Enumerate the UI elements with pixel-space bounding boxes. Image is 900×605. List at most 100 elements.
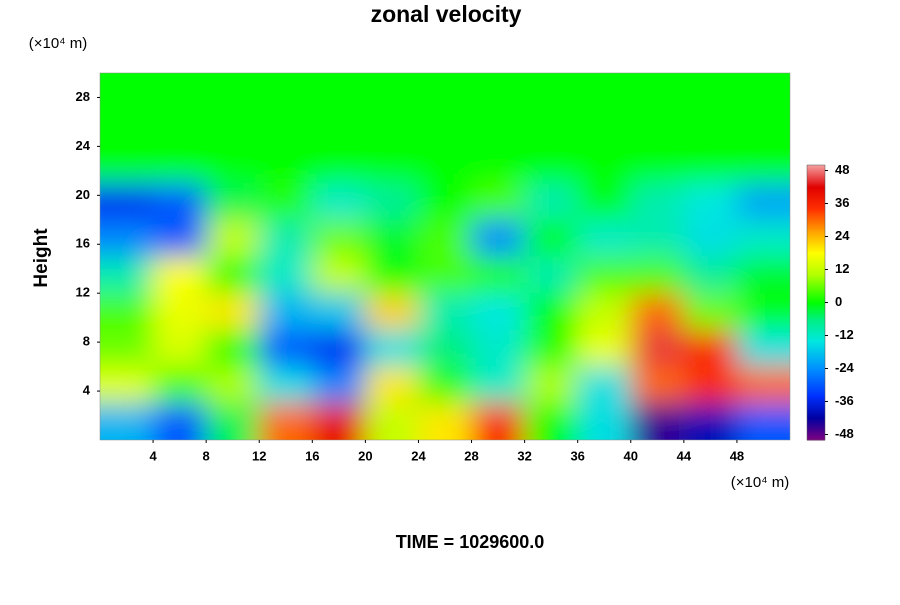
heatmap-cell xyxy=(418,366,472,404)
heatmap-cell xyxy=(312,109,366,147)
heatmap-cell xyxy=(259,183,313,220)
colorbar-segment xyxy=(807,302,825,320)
x-tick-label: 20 xyxy=(358,448,372,463)
heatmap-cell xyxy=(524,256,578,294)
colorbar-tick-label: 48 xyxy=(835,162,849,177)
heatmap-cell xyxy=(630,219,684,257)
time-annotation: TIME = 1029600.0 xyxy=(396,532,545,552)
colorbar-segment xyxy=(807,209,825,232)
heatmap-cell xyxy=(630,366,684,404)
heatmap-cell xyxy=(683,256,737,294)
colorbar-tick-label: 24 xyxy=(835,228,850,243)
heatmap-cell xyxy=(259,109,313,147)
heatmap-cell xyxy=(259,403,313,440)
heatmap-cell xyxy=(153,329,207,367)
heatmap-cell xyxy=(471,366,525,404)
heatmap-cell xyxy=(365,256,419,294)
heatmap-cell xyxy=(683,109,737,147)
heatmap-cell xyxy=(153,256,207,294)
colorbar-tick-label: 0 xyxy=(835,294,842,309)
heatmap-cell xyxy=(630,256,684,294)
x-tick-label: 40 xyxy=(624,448,638,463)
heatmap-cell xyxy=(365,366,419,404)
heatmap-cell xyxy=(153,146,207,184)
colorbar-segment xyxy=(807,368,825,397)
heatmap-cell xyxy=(418,109,472,147)
heatmap-cell xyxy=(206,366,260,404)
heatmap-cell xyxy=(630,329,684,367)
heatmap-cell xyxy=(630,293,684,330)
heatmap-cell xyxy=(153,366,207,404)
heatmap-cell xyxy=(100,73,154,110)
x-tick-label: 44 xyxy=(677,448,692,463)
heatmap-cell xyxy=(418,403,472,440)
x-tick-label: 36 xyxy=(570,448,584,463)
heatmap-cell xyxy=(206,329,260,367)
heatmap-cell xyxy=(577,366,631,404)
heatmap-cell xyxy=(524,293,578,330)
heatmap-cell xyxy=(100,256,154,294)
heatmap-cell xyxy=(524,109,578,147)
heatmap-cell xyxy=(312,73,366,110)
heatmap-cell xyxy=(736,109,790,147)
heatmap-cell xyxy=(736,329,790,367)
heatmap-cell xyxy=(471,293,525,330)
heatmap-cell xyxy=(153,109,207,147)
heatmap-cell xyxy=(630,183,684,220)
heatmap-cell xyxy=(206,73,260,110)
heatmap-cell xyxy=(312,403,366,440)
heatmap-cell xyxy=(524,183,578,220)
heatmap-cell xyxy=(312,219,366,257)
heatmap-cell xyxy=(577,293,631,330)
colorbar-tick-label: -12 xyxy=(835,327,854,342)
heatmap-cell xyxy=(259,366,313,404)
heatmap-cell xyxy=(736,183,790,220)
colorbar-segment xyxy=(807,165,825,188)
heatmap-cell xyxy=(312,256,366,294)
x-tick-label: 28 xyxy=(464,448,478,463)
x-tick-label: 4 xyxy=(149,448,157,463)
heatmap-cell xyxy=(418,183,472,220)
heatmap-cell xyxy=(365,73,419,110)
x-tick-label: 16 xyxy=(305,448,319,463)
y-axis-label: Height xyxy=(31,228,52,288)
heatmap-cell xyxy=(365,293,419,330)
heatmap-cell xyxy=(577,73,631,110)
colorbar-tick-label: 12 xyxy=(835,261,849,276)
heatmap-cell xyxy=(312,146,366,184)
heatmap-cell xyxy=(471,219,525,257)
heatmap-cell xyxy=(577,256,631,294)
heatmap-cell xyxy=(577,183,631,220)
heatmap-cell xyxy=(312,293,366,330)
heatmap-cell xyxy=(577,146,631,184)
heatmap-cell xyxy=(259,146,313,184)
heatmap-cell xyxy=(206,256,260,294)
colorbar-segment xyxy=(807,319,825,342)
heatmap-cell xyxy=(418,256,472,294)
heatmap-cell xyxy=(524,403,578,440)
heatmap-cell xyxy=(365,183,419,220)
y-tick-label: 12 xyxy=(76,285,90,300)
heatmap-cell xyxy=(736,73,790,110)
heatmap-cell xyxy=(259,293,313,330)
heatmap-cell xyxy=(206,183,260,220)
heatmap-cell xyxy=(736,366,790,404)
colorbar-segment xyxy=(807,418,825,441)
heatmap-cell xyxy=(577,329,631,367)
heatmap-cell xyxy=(100,109,154,147)
heatmap-cell xyxy=(736,256,790,294)
heatmap-cell xyxy=(365,146,419,184)
colorbar: -48 -36 -24 -12 0 12 24 36 48 xyxy=(806,162,855,441)
heatmap-cell xyxy=(153,293,207,330)
heatmap-cell xyxy=(312,329,366,367)
heatmap-cell xyxy=(524,219,578,257)
colorbar-tick-label: -24 xyxy=(835,360,855,375)
heatmap-cell xyxy=(418,146,472,184)
colorbar-segment xyxy=(807,275,825,303)
heatmap-cell xyxy=(206,109,260,147)
heatmap-cell xyxy=(683,73,737,110)
heatmap-cell xyxy=(418,73,472,110)
heatmap-cell xyxy=(577,109,631,147)
colorbar-tick-label: 36 xyxy=(835,195,849,210)
